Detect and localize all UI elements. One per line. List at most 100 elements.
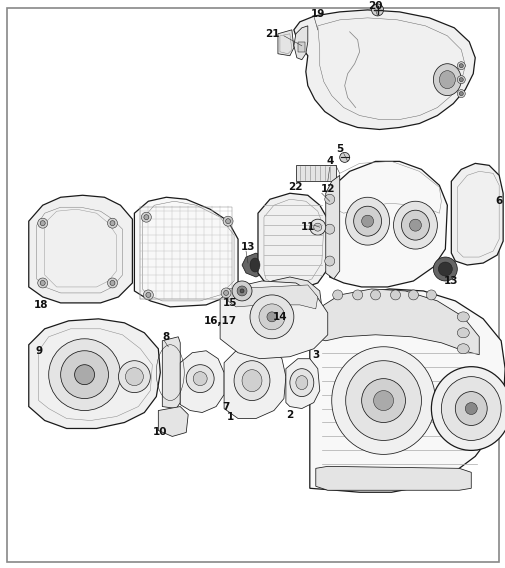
Ellipse shape bbox=[236, 286, 246, 296]
Ellipse shape bbox=[431, 367, 505, 450]
Ellipse shape bbox=[457, 90, 465, 98]
Ellipse shape bbox=[107, 278, 117, 288]
Text: 9: 9 bbox=[35, 346, 42, 356]
Ellipse shape bbox=[331, 346, 434, 454]
Polygon shape bbox=[158, 407, 188, 436]
Ellipse shape bbox=[440, 377, 500, 440]
Ellipse shape bbox=[432, 257, 457, 281]
Ellipse shape bbox=[225, 219, 230, 224]
Ellipse shape bbox=[361, 215, 373, 227]
Ellipse shape bbox=[459, 64, 463, 68]
Polygon shape bbox=[277, 30, 293, 56]
Ellipse shape bbox=[400, 210, 429, 240]
Polygon shape bbox=[450, 164, 502, 265]
Ellipse shape bbox=[232, 281, 251, 301]
Ellipse shape bbox=[234, 361, 269, 400]
Ellipse shape bbox=[370, 290, 380, 300]
Text: 20: 20 bbox=[368, 1, 382, 11]
Ellipse shape bbox=[289, 369, 313, 396]
Ellipse shape bbox=[352, 290, 362, 300]
Ellipse shape bbox=[454, 391, 486, 425]
Ellipse shape bbox=[145, 293, 150, 298]
Ellipse shape bbox=[249, 295, 293, 339]
Text: 2: 2 bbox=[286, 410, 293, 420]
Text: 7: 7 bbox=[222, 402, 229, 412]
Polygon shape bbox=[241, 253, 268, 277]
Ellipse shape bbox=[457, 76, 465, 83]
Ellipse shape bbox=[313, 223, 321, 231]
Text: 19: 19 bbox=[310, 9, 324, 19]
Ellipse shape bbox=[241, 370, 262, 391]
Text: 6: 6 bbox=[494, 196, 502, 206]
Ellipse shape bbox=[457, 328, 468, 338]
Ellipse shape bbox=[339, 152, 349, 162]
Text: 5: 5 bbox=[335, 144, 343, 154]
Polygon shape bbox=[329, 161, 446, 287]
Polygon shape bbox=[180, 350, 224, 412]
Text: 18: 18 bbox=[33, 300, 48, 310]
Ellipse shape bbox=[48, 339, 120, 411]
Ellipse shape bbox=[438, 70, 454, 89]
Polygon shape bbox=[285, 359, 319, 408]
Ellipse shape bbox=[332, 290, 342, 300]
Polygon shape bbox=[309, 289, 504, 492]
Text: 13: 13 bbox=[240, 242, 255, 252]
Text: 21: 21 bbox=[264, 29, 279, 39]
Text: 3: 3 bbox=[312, 350, 319, 360]
Text: 13: 13 bbox=[443, 276, 458, 286]
Polygon shape bbox=[134, 197, 237, 307]
Ellipse shape bbox=[61, 350, 108, 399]
Ellipse shape bbox=[361, 379, 405, 423]
Polygon shape bbox=[258, 193, 327, 289]
Polygon shape bbox=[317, 289, 478, 355]
Ellipse shape bbox=[193, 371, 207, 386]
Ellipse shape bbox=[457, 312, 468, 322]
Polygon shape bbox=[220, 281, 327, 359]
Polygon shape bbox=[297, 42, 304, 52]
Text: 22: 22 bbox=[288, 182, 302, 193]
Ellipse shape bbox=[324, 256, 334, 266]
Ellipse shape bbox=[437, 262, 451, 276]
Ellipse shape bbox=[38, 218, 47, 228]
Ellipse shape bbox=[239, 289, 243, 293]
Polygon shape bbox=[224, 343, 285, 419]
Text: 4: 4 bbox=[325, 156, 333, 166]
Ellipse shape bbox=[324, 224, 334, 234]
Ellipse shape bbox=[353, 206, 381, 236]
Ellipse shape bbox=[74, 365, 94, 385]
Ellipse shape bbox=[295, 375, 307, 390]
Ellipse shape bbox=[432, 64, 461, 95]
Ellipse shape bbox=[110, 221, 115, 225]
Ellipse shape bbox=[465, 403, 476, 415]
Ellipse shape bbox=[40, 281, 45, 286]
Polygon shape bbox=[293, 10, 474, 130]
Ellipse shape bbox=[345, 361, 421, 440]
Ellipse shape bbox=[38, 278, 47, 288]
Ellipse shape bbox=[118, 361, 150, 392]
Text: 10: 10 bbox=[153, 428, 167, 437]
Ellipse shape bbox=[309, 219, 325, 235]
Ellipse shape bbox=[426, 290, 435, 300]
Text: 12: 12 bbox=[320, 184, 334, 194]
Ellipse shape bbox=[267, 312, 276, 322]
Ellipse shape bbox=[110, 281, 115, 286]
Polygon shape bbox=[293, 26, 307, 60]
Text: 8: 8 bbox=[162, 332, 170, 342]
Polygon shape bbox=[162, 337, 180, 408]
Polygon shape bbox=[325, 176, 339, 279]
Ellipse shape bbox=[221, 288, 231, 298]
Ellipse shape bbox=[40, 221, 45, 225]
Ellipse shape bbox=[141, 212, 151, 222]
Polygon shape bbox=[260, 277, 321, 319]
Text: 1: 1 bbox=[226, 411, 233, 421]
Ellipse shape bbox=[457, 62, 465, 70]
Polygon shape bbox=[29, 195, 132, 303]
Ellipse shape bbox=[409, 219, 421, 231]
Ellipse shape bbox=[371, 4, 383, 16]
Ellipse shape bbox=[373, 391, 393, 411]
Text: 16,17: 16,17 bbox=[203, 316, 236, 326]
Ellipse shape bbox=[408, 290, 418, 300]
Ellipse shape bbox=[390, 290, 400, 300]
Ellipse shape bbox=[345, 197, 389, 245]
Ellipse shape bbox=[259, 304, 284, 330]
